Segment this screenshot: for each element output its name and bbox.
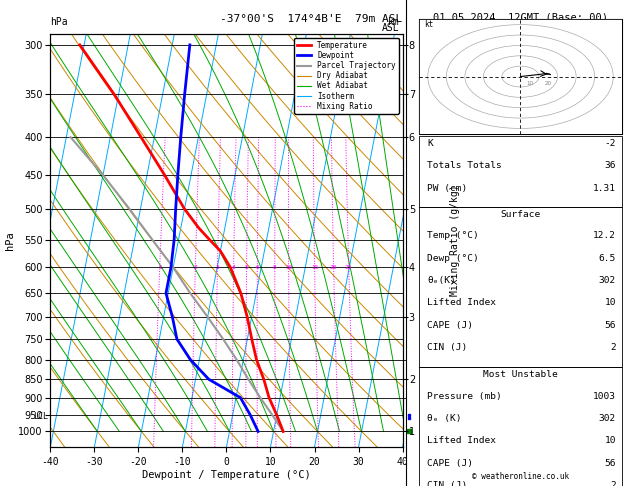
Text: 6: 6	[255, 264, 259, 270]
Text: CAPE (J): CAPE (J)	[427, 459, 473, 468]
Y-axis label: hPa: hPa	[6, 231, 15, 250]
Text: -2: -2	[604, 139, 616, 148]
Text: 10: 10	[526, 81, 533, 86]
Text: CIN (J): CIN (J)	[427, 343, 467, 352]
Text: © weatheronline.co.uk: © weatheronline.co.uk	[472, 472, 569, 481]
Text: CIN (J): CIN (J)	[427, 481, 467, 486]
Text: 10: 10	[285, 264, 292, 270]
Text: 2: 2	[194, 264, 198, 270]
Text: 302: 302	[599, 414, 616, 423]
Text: θₑ (K): θₑ (K)	[427, 414, 462, 423]
Bar	[418, 207, 623, 367]
Text: LCL: LCL	[33, 412, 48, 421]
Text: 10: 10	[604, 298, 616, 308]
Text: 15: 15	[311, 264, 318, 270]
Bar	[418, 136, 623, 207]
Text: 12.2: 12.2	[593, 231, 616, 241]
X-axis label: Dewpoint / Temperature (°C): Dewpoint / Temperature (°C)	[142, 469, 311, 480]
Text: Totals Totals: Totals Totals	[427, 161, 502, 171]
Text: 56: 56	[604, 321, 616, 330]
Text: 1.31: 1.31	[593, 184, 616, 193]
Text: Pressure (mb): Pressure (mb)	[427, 392, 502, 401]
Text: -37°00'S  174°4B'E  79m ASL: -37°00'S 174°4B'E 79m ASL	[220, 14, 403, 24]
Text: Most Unstable: Most Unstable	[483, 370, 558, 380]
Text: PW (cm): PW (cm)	[427, 184, 467, 193]
Bar	[418, 19, 623, 134]
Text: Lifted Index: Lifted Index	[427, 298, 496, 308]
Text: 302: 302	[599, 276, 616, 285]
Text: 10: 10	[604, 436, 616, 446]
Text: kt: kt	[424, 20, 433, 29]
Text: 25: 25	[345, 264, 352, 270]
Text: 1: 1	[158, 264, 162, 270]
Text: 36: 36	[604, 161, 616, 171]
Bar	[418, 367, 623, 486]
Text: Lifted Index: Lifted Index	[427, 436, 496, 446]
Text: km: km	[387, 17, 399, 27]
Text: 3: 3	[216, 264, 220, 270]
Text: Temp (°C): Temp (°C)	[427, 231, 479, 241]
Text: hPa: hPa	[50, 17, 68, 27]
Text: 56: 56	[604, 459, 616, 468]
Text: 6.5: 6.5	[599, 254, 616, 263]
Text: Surface: Surface	[501, 210, 540, 219]
Text: 01.05.2024  12GMT (Base: 00): 01.05.2024 12GMT (Base: 00)	[433, 12, 608, 22]
Text: 5: 5	[245, 264, 248, 270]
Text: 20: 20	[545, 81, 552, 86]
Text: 4: 4	[231, 264, 235, 270]
Text: CAPE (J): CAPE (J)	[427, 321, 473, 330]
Y-axis label: Mixing Ratio (g/kg): Mixing Ratio (g/kg)	[450, 185, 460, 296]
Text: 2: 2	[610, 343, 616, 352]
Text: ASL: ASL	[382, 23, 399, 33]
Legend: Temperature, Dewpoint, Parcel Trajectory, Dry Adiabat, Wet Adiabat, Isotherm, Mi: Temperature, Dewpoint, Parcel Trajectory…	[294, 38, 399, 114]
Text: 1003: 1003	[593, 392, 616, 401]
Text: 8: 8	[273, 264, 277, 270]
Text: Dewp (°C): Dewp (°C)	[427, 254, 479, 263]
Text: 20: 20	[330, 264, 337, 270]
Text: 2: 2	[610, 481, 616, 486]
Text: K: K	[427, 139, 433, 148]
Text: θₑ(K): θₑ(K)	[427, 276, 456, 285]
